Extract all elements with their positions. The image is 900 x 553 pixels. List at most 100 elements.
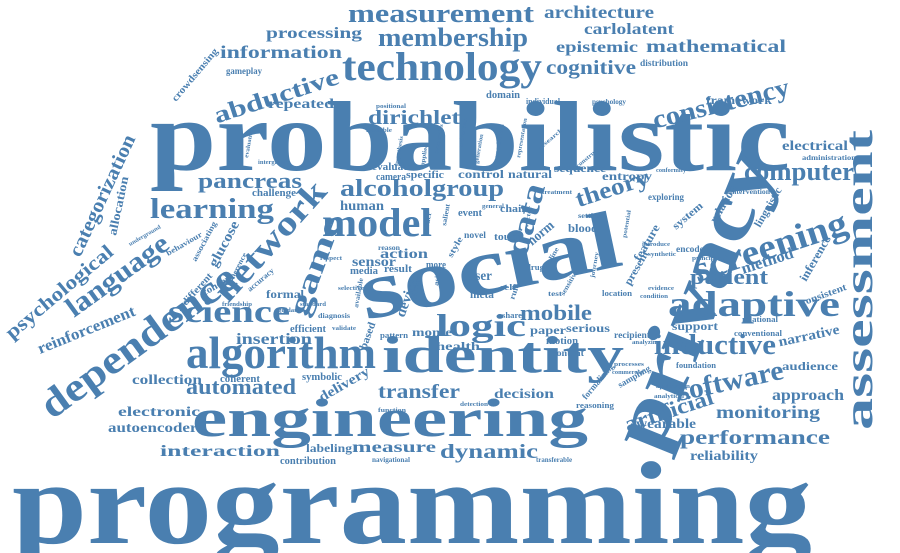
word-synthetic: synthetic bbox=[648, 252, 676, 258]
word-adaptive: adaptive bbox=[668, 284, 840, 324]
word-touch: touch bbox=[494, 232, 522, 243]
word-salient: salient bbox=[440, 203, 452, 227]
word-motion: motion bbox=[546, 335, 578, 347]
word-programming: programming bbox=[12, 438, 812, 553]
word-recipient: recipient bbox=[614, 330, 650, 340]
word-dynamic: dynamic bbox=[440, 441, 538, 463]
word-measure: measure bbox=[352, 439, 436, 456]
word-autoencoders: autoencoders bbox=[108, 421, 205, 436]
word-foundation: foundation bbox=[676, 361, 717, 370]
word-wearable: wearable bbox=[636, 417, 696, 432]
word-commercial: commercial bbox=[612, 370, 644, 376]
word-media: media bbox=[350, 266, 378, 277]
word-patient: patient bbox=[690, 264, 769, 289]
word-setting: setting bbox=[578, 212, 603, 220]
word-transferable: transferable bbox=[536, 456, 572, 464]
word-blood: blood bbox=[568, 221, 598, 235]
word-meta: meta bbox=[470, 287, 494, 301]
word-respect: respect bbox=[320, 256, 342, 262]
word-model: model bbox=[322, 200, 432, 245]
word-probabilistic: probabilistic bbox=[150, 81, 790, 192]
word-aside: aside bbox=[432, 267, 443, 286]
word-more: more bbox=[426, 260, 447, 271]
word-entropy: entropy bbox=[602, 169, 652, 183]
word-reusable: reusable bbox=[366, 128, 392, 134]
word-specific: specific bbox=[406, 170, 445, 181]
word-treatment: treatment bbox=[542, 190, 572, 196]
word-assessment: assessment bbox=[836, 129, 881, 430]
word-result: result bbox=[384, 264, 413, 275]
word-challenge: challenge bbox=[252, 188, 297, 199]
word-control: control bbox=[458, 167, 505, 181]
word-alcohol: alcohol bbox=[340, 176, 432, 202]
word-decision: decision bbox=[494, 387, 554, 402]
word-domain: domain bbox=[486, 90, 520, 101]
word-friendship: friendship bbox=[222, 302, 253, 308]
word-condition: condition bbox=[640, 294, 669, 300]
word-hypothesis: hypothesis bbox=[394, 135, 405, 166]
word-insertion: insertion bbox=[236, 331, 312, 348]
word-monitoring: monitoring bbox=[716, 402, 820, 422]
word-intervention: intervention bbox=[730, 188, 770, 196]
word-performance: performance bbox=[680, 427, 830, 449]
word-camera: camera bbox=[376, 172, 406, 183]
word-detection: detection bbox=[460, 402, 489, 408]
word-architecture: architecture bbox=[544, 2, 654, 22]
word-share: share bbox=[502, 311, 522, 320]
word-audience: audience bbox=[782, 359, 839, 373]
word-electronic: electronic bbox=[118, 405, 200, 420]
word-applied: applied bbox=[420, 143, 430, 166]
word-approach: approach bbox=[772, 387, 844, 404]
word-evidence: evidence bbox=[648, 286, 674, 292]
word-reasoning: reasoning bbox=[576, 401, 614, 410]
word-support: support bbox=[672, 319, 718, 333]
word-positional: positional bbox=[376, 104, 406, 110]
word-distribution: distribution bbox=[640, 58, 688, 68]
word-content: content bbox=[552, 348, 584, 358]
word-chain: chain bbox=[500, 204, 529, 215]
word-individual: individual bbox=[526, 97, 561, 106]
word-processing: processing bbox=[266, 25, 362, 42]
word-technology: technology bbox=[342, 44, 542, 89]
word-membership: membership bbox=[378, 23, 528, 52]
word-random: random bbox=[412, 276, 422, 301]
word-conformity: conformity bbox=[656, 168, 686, 174]
word-repeated: repeated bbox=[268, 97, 334, 112]
word-efficient: efficient bbox=[290, 324, 327, 335]
word-engineering: engineering bbox=[192, 388, 588, 448]
word-mobile: mobile bbox=[520, 300, 592, 325]
word-measurement: measurement bbox=[348, 0, 534, 28]
word-identity: identity bbox=[382, 327, 624, 384]
word-dirichlet: dirichlet bbox=[368, 107, 460, 129]
word-health: health bbox=[436, 339, 480, 353]
word-cognitive: cognitive bbox=[546, 57, 636, 79]
word-encoder: encoder bbox=[676, 244, 708, 254]
word-symbolic: symbolic bbox=[302, 372, 343, 383]
word-information: information bbox=[220, 42, 342, 62]
word-electrical: electrical bbox=[782, 139, 848, 154]
word-navigational: navigational bbox=[372, 456, 410, 464]
word-analytical: analytical bbox=[654, 394, 684, 400]
word-general: general bbox=[482, 204, 504, 210]
word-function: function bbox=[378, 408, 407, 414]
word-contribution: contribution bbox=[280, 456, 336, 467]
word-framework: framework bbox=[706, 93, 772, 107]
word-relational: relational bbox=[742, 315, 779, 324]
word-gameplay: gameplay bbox=[226, 66, 262, 76]
word-vector: vector bbox=[524, 205, 534, 228]
word-test: test bbox=[548, 290, 563, 298]
word-psychology: psychology bbox=[592, 98, 627, 106]
word-automated: automated bbox=[186, 374, 296, 399]
word-pattern: pattern bbox=[380, 331, 409, 340]
word-order: order bbox=[422, 211, 433, 232]
word-generation: generation bbox=[474, 133, 485, 164]
word-narrative: narrative bbox=[777, 323, 841, 351]
word-paper: paper bbox=[530, 323, 567, 337]
word-conventional: conventional bbox=[734, 329, 783, 338]
word-event: event bbox=[458, 208, 483, 219]
word-formal: formal bbox=[266, 287, 305, 301]
word-transfer: transfer bbox=[378, 381, 460, 403]
word-carlolatent: carlolatent bbox=[584, 21, 675, 38]
